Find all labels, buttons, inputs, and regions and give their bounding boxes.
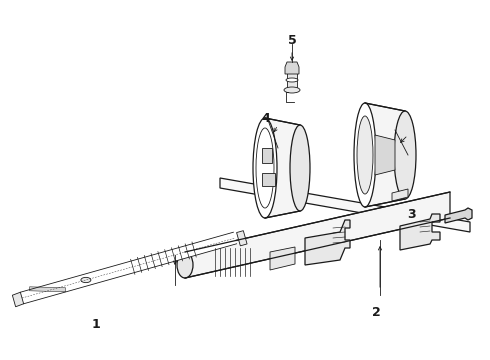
Text: 5: 5 — [288, 33, 296, 46]
Polygon shape — [21, 232, 237, 304]
Polygon shape — [400, 214, 440, 250]
Polygon shape — [237, 231, 247, 246]
Polygon shape — [29, 287, 66, 292]
Polygon shape — [270, 247, 295, 270]
Ellipse shape — [394, 111, 416, 199]
Ellipse shape — [286, 78, 298, 82]
Polygon shape — [287, 67, 297, 90]
Ellipse shape — [357, 116, 373, 194]
Polygon shape — [262, 148, 272, 163]
Text: 1: 1 — [92, 319, 100, 332]
Ellipse shape — [354, 103, 376, 207]
Ellipse shape — [290, 125, 310, 211]
Ellipse shape — [253, 118, 277, 218]
Polygon shape — [220, 178, 470, 232]
Polygon shape — [305, 220, 350, 265]
Polygon shape — [262, 173, 275, 186]
Ellipse shape — [284, 87, 300, 93]
Ellipse shape — [177, 252, 193, 278]
Polygon shape — [265, 118, 300, 218]
Polygon shape — [185, 192, 450, 278]
Polygon shape — [392, 189, 408, 201]
Polygon shape — [12, 292, 24, 307]
Ellipse shape — [256, 128, 274, 208]
Text: 2: 2 — [371, 306, 380, 319]
Text: 4: 4 — [262, 112, 270, 125]
Polygon shape — [445, 208, 472, 223]
Polygon shape — [365, 103, 405, 207]
Polygon shape — [375, 135, 395, 175]
Ellipse shape — [81, 277, 91, 283]
Polygon shape — [285, 62, 299, 74]
Text: 3: 3 — [407, 207, 416, 220]
